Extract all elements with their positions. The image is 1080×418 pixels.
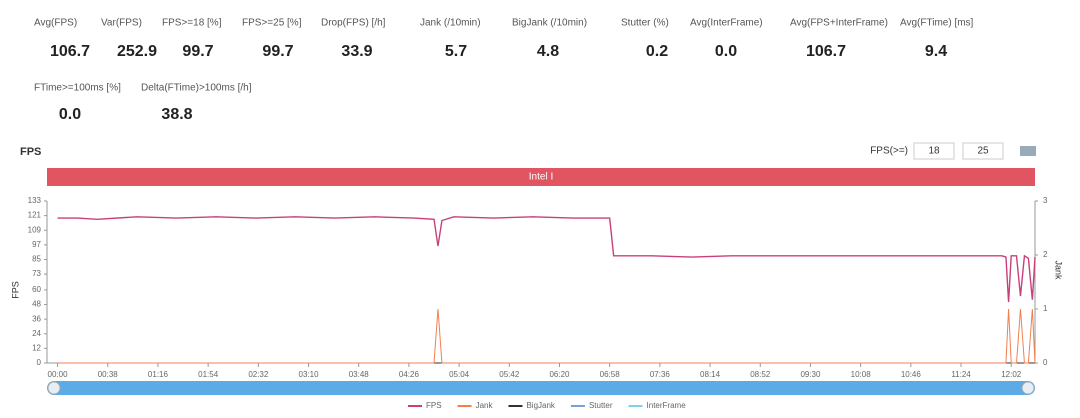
metric-label: Var(FPS) bbox=[101, 18, 142, 29]
x-tick-label: 11:24 bbox=[951, 370, 971, 379]
metric-value: 252.9 bbox=[117, 43, 157, 60]
metric-label: Jank (/10min) bbox=[420, 18, 481, 29]
x-tick-label: 05:42 bbox=[499, 370, 520, 379]
y2-tick-label: 2 bbox=[1043, 250, 1048, 259]
series-line bbox=[57, 216, 1036, 303]
y-tick-label: 0 bbox=[37, 358, 42, 367]
threshold-value: 25 bbox=[977, 146, 989, 157]
metric-label: Avg(FTime) [ms] bbox=[900, 18, 974, 29]
x-tick-label: 06:58 bbox=[600, 370, 621, 379]
y-tick-label: 60 bbox=[32, 285, 41, 294]
chart-title: FPS bbox=[20, 146, 41, 158]
threshold-input[interactable] bbox=[962, 142, 1004, 160]
band-label: Intel I bbox=[529, 172, 553, 183]
x-tick-label: 10:46 bbox=[901, 370, 922, 379]
metric-label: Stutter (%) bbox=[621, 18, 669, 29]
x-tick-label: 07:36 bbox=[650, 370, 671, 379]
metric-value: 0.2 bbox=[646, 43, 668, 60]
y-tick-label: 85 bbox=[32, 255, 41, 264]
y2-axis-label: Jank bbox=[1054, 260, 1064, 280]
metric-value: 33.9 bbox=[341, 43, 372, 60]
threshold-label: FPS(>=) bbox=[870, 146, 908, 157]
x-tick-label: 02:32 bbox=[248, 370, 269, 379]
legend-label[interactable]: InterFrame bbox=[647, 401, 687, 410]
x-tick-label: 00:38 bbox=[98, 370, 119, 379]
x-tick-label: 10:08 bbox=[851, 370, 872, 379]
metric-label: FTime>=100ms [%] bbox=[34, 83, 121, 94]
y-tick-label: 133 bbox=[28, 196, 42, 205]
x-tick-label: 03:10 bbox=[299, 370, 320, 379]
metric-label: Avg(InterFrame) bbox=[690, 18, 763, 29]
metric-label: BigJank (/10min) bbox=[512, 18, 587, 29]
x-tick-label: 08:52 bbox=[750, 370, 771, 379]
scroll-handle[interactable] bbox=[47, 381, 61, 395]
y2-tick-label: 3 bbox=[1043, 196, 1048, 205]
y2-tick-label: 0 bbox=[1043, 358, 1048, 367]
legend-label[interactable]: Jank bbox=[476, 401, 494, 410]
metric-label: FPS>=25 [%] bbox=[242, 18, 302, 29]
metric-label: Drop(FPS) [/h] bbox=[321, 18, 386, 29]
metric-label: FPS>=18 [%] bbox=[162, 18, 222, 29]
y-axis-label: FPS bbox=[10, 281, 20, 299]
x-tick-label: 06:20 bbox=[549, 370, 570, 379]
x-tick-label: 03:48 bbox=[349, 370, 370, 379]
x-tick-label: 01:16 bbox=[148, 370, 169, 379]
metric-value: 38.8 bbox=[161, 106, 192, 123]
metric-value: 0.0 bbox=[715, 43, 737, 60]
metric-value: 106.7 bbox=[50, 43, 90, 60]
threshold-input[interactable] bbox=[913, 142, 955, 160]
label-band bbox=[47, 168, 1035, 186]
y-tick-label: 73 bbox=[32, 269, 41, 278]
metric-value: 106.7 bbox=[806, 43, 846, 60]
metric-value: 0.0 bbox=[59, 106, 81, 123]
legend-label[interactable]: FPS bbox=[426, 401, 442, 410]
y-tick-label: 12 bbox=[32, 343, 41, 352]
threshold-value: 18 bbox=[928, 146, 940, 157]
metric-value: 99.7 bbox=[182, 43, 213, 60]
scrollbar[interactable] bbox=[47, 381, 1035, 395]
x-tick-label: 00:00 bbox=[48, 370, 69, 379]
metric-value: 5.7 bbox=[445, 43, 467, 60]
y-tick-label: 97 bbox=[32, 240, 41, 249]
scroll-handle[interactable] bbox=[1021, 381, 1035, 395]
y-tick-label: 36 bbox=[32, 314, 41, 323]
x-tick-label: 09:30 bbox=[800, 370, 821, 379]
settings-button[interactable] bbox=[1020, 146, 1036, 156]
metric-label: Avg(FPS) bbox=[34, 18, 77, 29]
metric-label: Avg(FPS+InterFrame) bbox=[790, 18, 888, 29]
metric-label: Delta(FTime)>100ms [/h] bbox=[141, 83, 252, 94]
x-tick-label: 12:02 bbox=[1001, 370, 1022, 379]
legend-label[interactable]: BigJank bbox=[526, 401, 555, 410]
y-tick-label: 24 bbox=[32, 329, 41, 338]
x-tick-label: 08:14 bbox=[700, 370, 721, 379]
x-tick-label: 01:54 bbox=[198, 370, 219, 379]
y-tick-label: 109 bbox=[28, 225, 42, 234]
legend-label[interactable]: Stutter bbox=[589, 401, 613, 410]
x-tick-label: 04:26 bbox=[399, 370, 420, 379]
y2-tick-label: 1 bbox=[1043, 304, 1048, 313]
y-tick-label: 48 bbox=[32, 300, 41, 309]
metric-value: 4.8 bbox=[537, 43, 559, 60]
x-tick-label: 05:04 bbox=[449, 370, 470, 379]
y-tick-label: 121 bbox=[28, 211, 42, 220]
series-line bbox=[57, 308, 1036, 364]
metric-value: 99.7 bbox=[262, 43, 293, 60]
metric-value: 9.4 bbox=[925, 43, 947, 60]
